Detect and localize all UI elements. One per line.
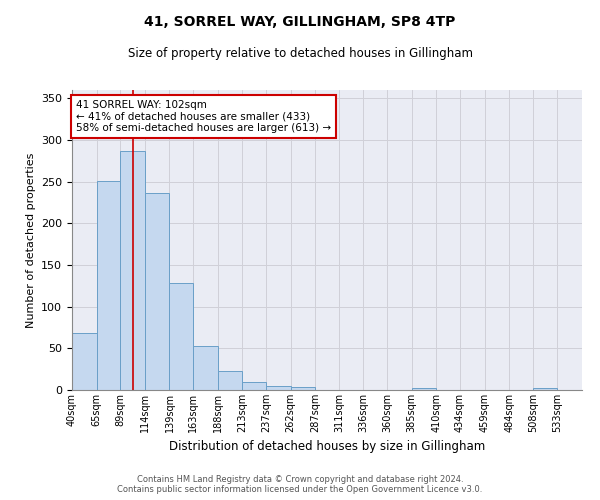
Text: Contains public sector information licensed under the Open Government Licence v3: Contains public sector information licen… <box>118 485 482 494</box>
Bar <box>72 334 97 390</box>
Bar <box>145 192 169 390</box>
Bar <box>290 386 315 390</box>
Text: 41, SORREL WAY, GILLINGHAM, SP8 4TP: 41, SORREL WAY, GILLINGHAM, SP8 4TP <box>145 15 455 29</box>
Bar <box>169 284 193 390</box>
Bar <box>266 386 290 390</box>
Text: Contains HM Land Registry data © Crown copyright and database right 2024.: Contains HM Land Registry data © Crown c… <box>137 475 463 484</box>
Bar <box>412 388 436 390</box>
Bar <box>242 382 266 390</box>
X-axis label: Distribution of detached houses by size in Gillingham: Distribution of detached houses by size … <box>169 440 485 454</box>
Bar <box>218 371 242 390</box>
Text: 41 SORREL WAY: 102sqm
← 41% of detached houses are smaller (433)
58% of semi-det: 41 SORREL WAY: 102sqm ← 41% of detached … <box>76 100 331 133</box>
Bar <box>120 151 145 390</box>
Bar <box>97 181 120 390</box>
Text: Size of property relative to detached houses in Gillingham: Size of property relative to detached ho… <box>128 48 473 60</box>
Y-axis label: Number of detached properties: Number of detached properties <box>26 152 35 328</box>
Bar <box>533 388 557 390</box>
Bar <box>193 346 218 390</box>
